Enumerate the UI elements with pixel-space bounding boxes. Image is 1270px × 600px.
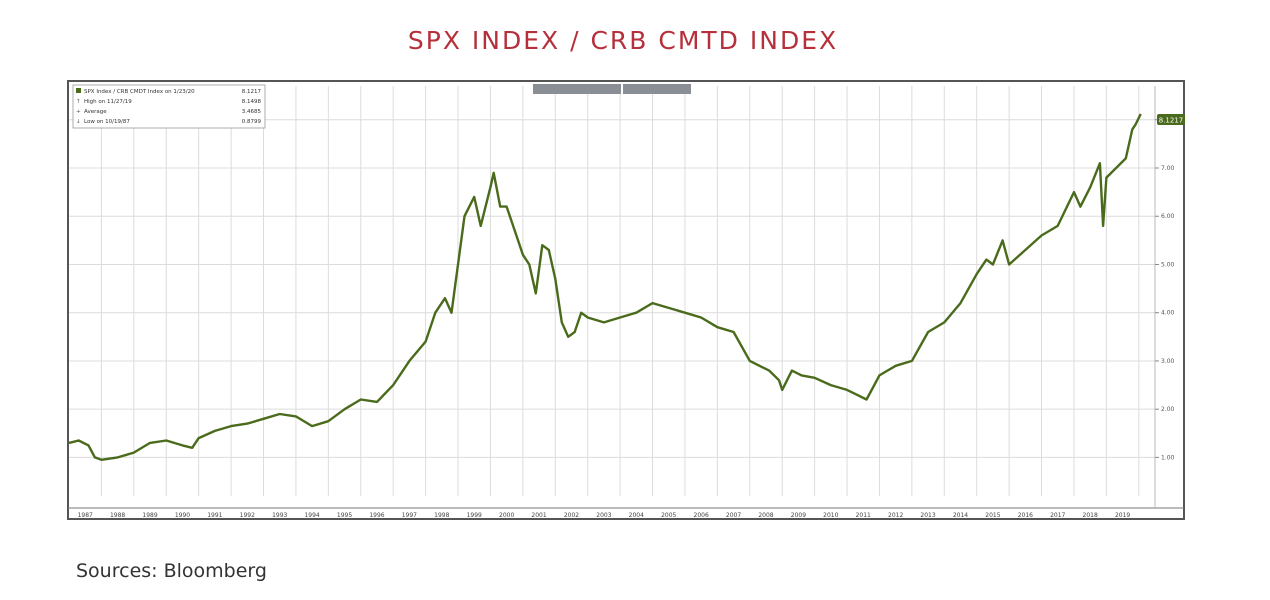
- toolbar-tab[interactable]: [533, 84, 621, 94]
- x-tick-label: 2011: [856, 512, 871, 519]
- legend-row-label: Average: [84, 109, 107, 115]
- y-tick-label: 5.00: [1161, 261, 1175, 268]
- x-tick-label: 2009: [791, 512, 806, 519]
- x-tick-label: 2017: [1050, 512, 1065, 519]
- source-note: Sources: Bloomberg: [76, 560, 267, 582]
- legend-background: [72, 84, 266, 129]
- legend-marker: ↓: [76, 118, 81, 125]
- x-tick-label: 2019: [1115, 512, 1130, 519]
- x-tick-label: 1987: [78, 512, 93, 519]
- x-tick-label: 2003: [596, 512, 611, 519]
- x-tick-label: 2013: [920, 512, 935, 519]
- x-tick-label: 1995: [337, 512, 352, 519]
- chart-title: SPX INDEX / CRB CMTD INDEX: [407, 26, 839, 55]
- y-tick-label: 7.00: [1161, 165, 1175, 172]
- x-tick-label: 2002: [564, 512, 579, 519]
- x-tick-label: 1998: [434, 512, 449, 519]
- y-tick-label: 4.00: [1161, 310, 1175, 317]
- x-tick-label: 1994: [304, 512, 319, 519]
- x-tick-label: 2001: [531, 512, 546, 519]
- x-tick-label: 2006: [694, 512, 709, 519]
- x-tick-label: 1997: [402, 512, 417, 519]
- last-value-tag-label: 8.1217: [1159, 117, 1184, 125]
- toolbar-tabs: [533, 84, 691, 94]
- x-tick-label: 1989: [142, 512, 157, 519]
- legend-row-value: 8.1217: [242, 89, 262, 95]
- legend-row-value: 3.4685: [242, 109, 262, 115]
- x-tick-label: 1993: [272, 512, 287, 519]
- toolbar-tab[interactable]: [623, 84, 691, 94]
- x-tick-label: 2007: [726, 512, 741, 519]
- x-tick-label: 2010: [823, 512, 838, 519]
- series-line: [68, 113, 1142, 461]
- last-value-tag: 8.1217: [1157, 114, 1185, 125]
- x-tick-label: 1991: [207, 512, 222, 519]
- legend-box: SPX Index / CRB CMDT Index on 1/23/20 8.…: [72, 84, 266, 129]
- legend-marker: ↑: [76, 98, 81, 105]
- x-tick-label: 2018: [1083, 512, 1098, 519]
- x-tick-label: 2015: [985, 512, 1000, 519]
- x-tick-label: 2014: [953, 512, 968, 519]
- legend-marker: +: [76, 109, 81, 115]
- chart-border: [67, 80, 1185, 520]
- x-tick-label: 1988: [110, 512, 125, 519]
- x-tick-label: 2000: [499, 512, 514, 519]
- x-tick-label: 1990: [175, 512, 190, 519]
- last-value-tag-bg: [1157, 114, 1185, 125]
- x-tick-label: 2012: [888, 512, 903, 519]
- chart-svg: 1987 1988 1989 1990 1991 1992 1993 1994 1995 1996…: [67, 80, 1185, 520]
- x-tick-label: 2008: [758, 512, 773, 519]
- y-tick-label: 3.00: [1161, 358, 1175, 365]
- legend-row-value: 0.8799: [242, 119, 262, 125]
- x-tick-label: 1996: [369, 512, 384, 519]
- x-tick-label: 2016: [1018, 512, 1033, 519]
- y-tick-label: 1.00: [1161, 454, 1175, 461]
- legend-row-value: 8.1498: [242, 99, 262, 105]
- grid-lines: [69, 86, 1155, 496]
- x-tick-label: 1999: [467, 512, 482, 519]
- x-tick-label: 1992: [240, 512, 255, 519]
- legend-row-label: High on 11/27/19: [84, 99, 132, 105]
- y-tick-label: 2.00: [1161, 406, 1175, 413]
- legend-row-label: SPX Index / CRB CMDT Index on 1/23/20: [84, 89, 195, 95]
- x-axis: 1987 1988 1989 1990 1991 1992 1993 1994 1995 1996…: [68, 507, 1184, 519]
- x-tick-label: 2004: [629, 512, 644, 519]
- chart-frame: 1987 1988 1989 1990 1991 1992 1993 1994 1995 1996…: [67, 80, 1185, 520]
- x-tick-label: 2005: [661, 512, 676, 519]
- y-tick-label: 6.00: [1161, 213, 1175, 220]
- legend-row-label: Low on 10/19/87: [84, 119, 130, 125]
- legend-swatch: [76, 88, 81, 93]
